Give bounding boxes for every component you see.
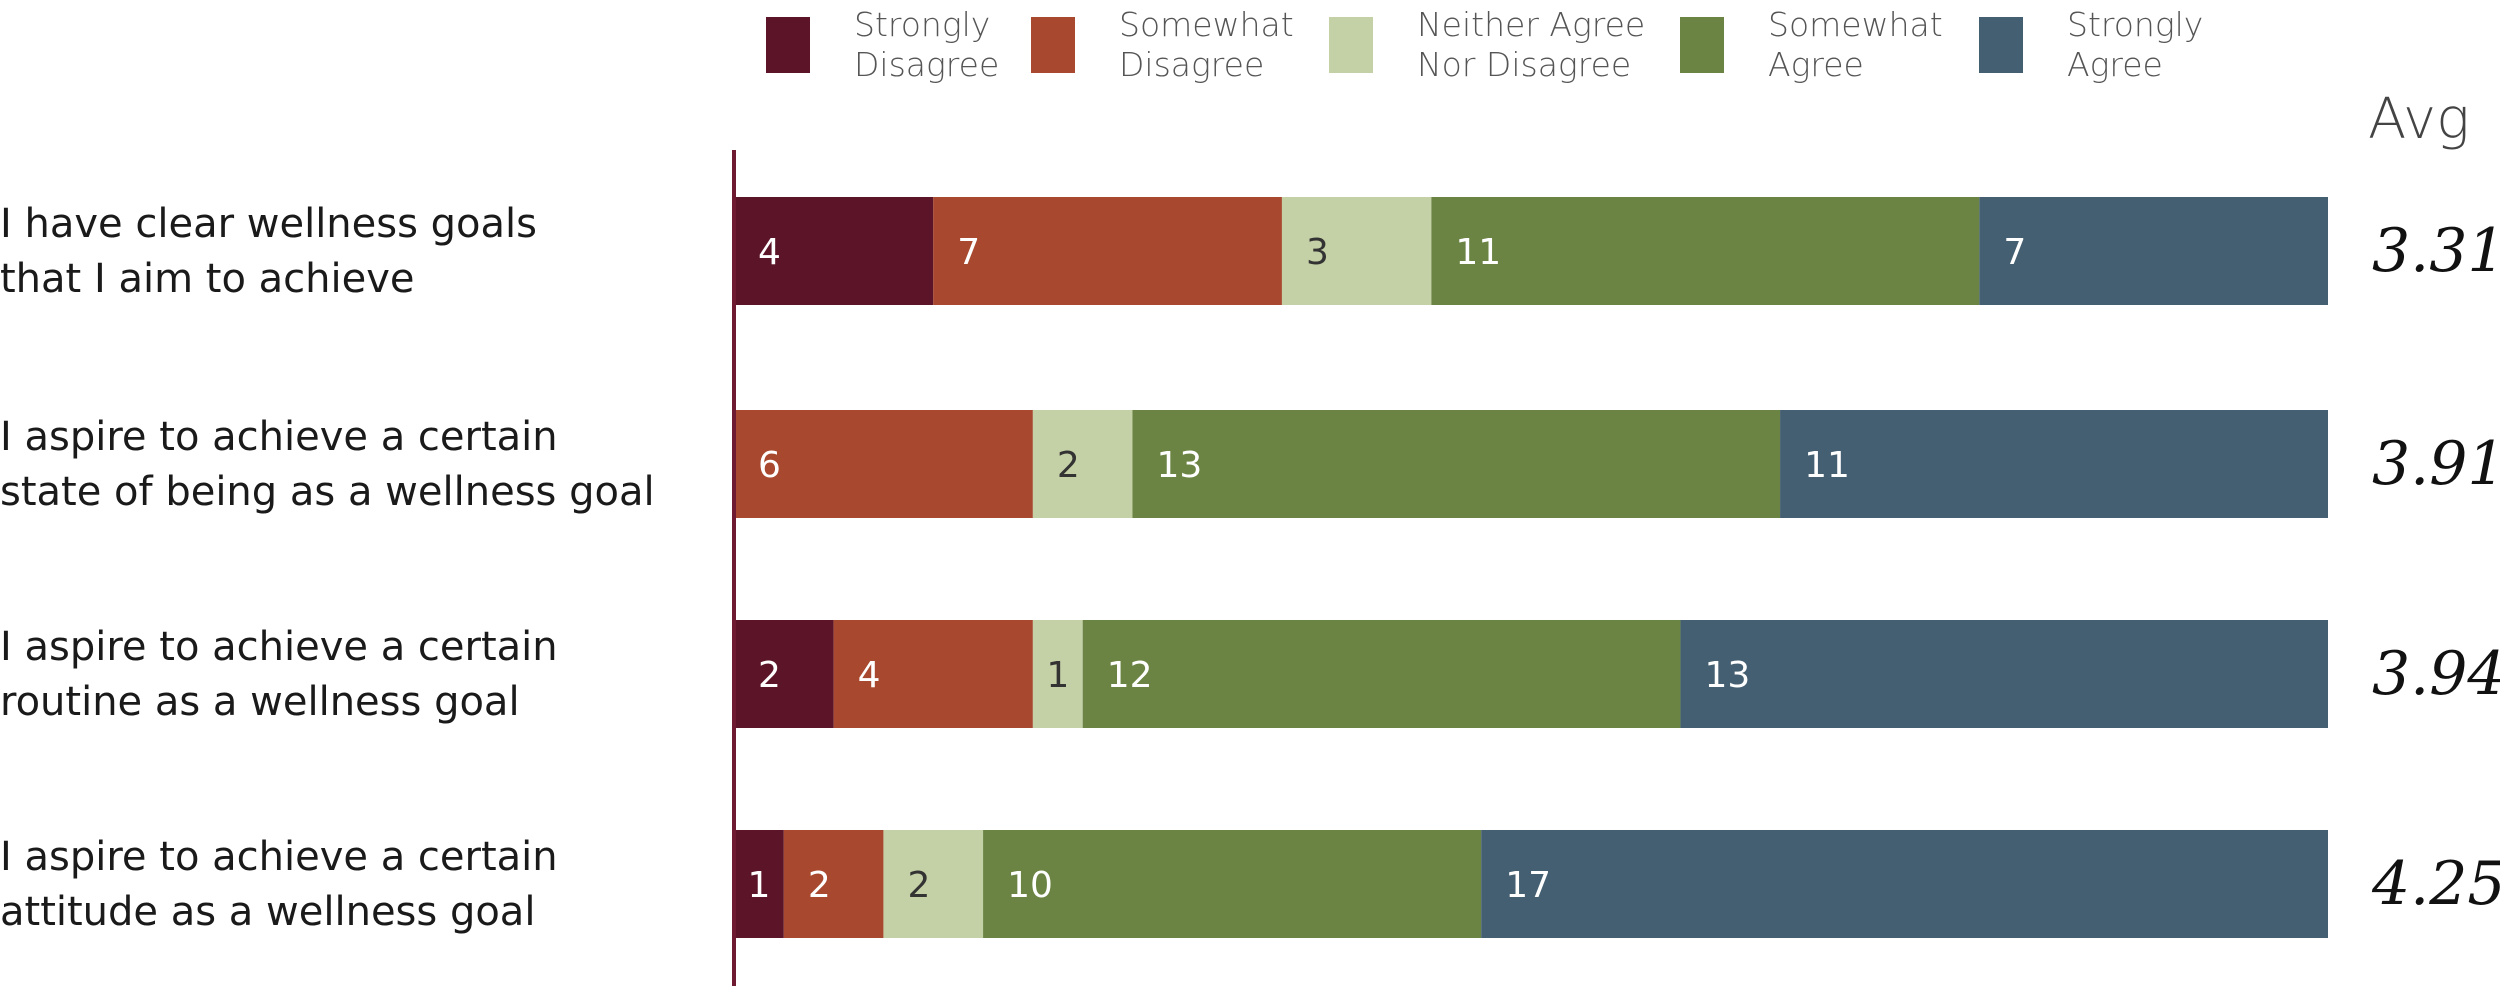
data-label: 10 [1007,865,1053,906]
bar-segment [1481,830,2328,938]
data-label: 13 [1704,655,1750,696]
bar-row: I have clear wellness goals that I aim to… [0,197,2500,305]
data-label: 1 [1046,655,1069,696]
bar-segment [734,620,834,728]
legend-item: Somewhat Disagree [1031,5,1294,84]
legend-item: Strongly Disagree [766,5,999,84]
avg-value: 3.94 [2372,639,2500,709]
bar-segment [883,830,984,938]
bar-segment [1082,620,1681,728]
data-label: 7 [957,232,980,273]
bar-row: I aspire to achieve a certain routine as … [0,620,2500,728]
data-label: 4 [758,232,781,273]
legend-item: Strongly Agree [1979,5,2203,84]
bar-segment [1281,197,1432,305]
avg-value: 3.91 [2372,429,2500,499]
avg-column-header: Avg [2368,87,2470,152]
legend-swatch [1680,17,1724,73]
avg-value: 3.31 [2372,216,2500,286]
legend-item: Somewhat Agree [1680,5,1943,84]
bar-segment [1431,197,1980,305]
data-label: 6 [758,445,781,486]
data-label: 11 [1804,445,1850,486]
bar-segment [933,197,1282,305]
category-label: I have clear wellness goals that I aim to… [0,201,537,302]
data-label: 4 [858,655,881,696]
legend-label: Strongly Agree [2067,5,2203,84]
legend-swatch [1979,17,2023,73]
category-label: I aspire to achieve a certain attitude as… [0,834,558,935]
bar-segment [1132,410,1781,518]
data-label: 2 [758,655,781,696]
data-label: 11 [1455,232,1501,273]
bar-rows: I have clear wellness goals that I aim to… [0,197,2500,938]
bar-row: I aspire to achieve a certain attitude as… [0,830,2500,938]
bar-segment [833,620,1033,728]
bar-segment [1032,620,1083,728]
bar-row: I aspire to achieve a certain state of be… [0,410,2500,518]
data-label: 1 [747,865,770,906]
bar-segment [1979,197,2328,305]
category-label: I aspire to achieve a certain routine as … [0,624,558,725]
bar-segment [983,830,1482,938]
legend-swatch [1329,17,1373,73]
bar-segment [734,197,934,305]
bar-segment [783,830,884,938]
bar-segment [1780,410,2328,518]
legend-label: Somewhat Disagree [1119,5,1294,84]
legend-label: Somewhat Agree [1768,5,1943,84]
bar-segment [1032,410,1133,518]
legend-item: Neither Agree Nor Disagree [1329,5,1645,84]
bar-segment [734,410,1033,518]
data-label: 2 [1057,445,1080,486]
bar-segment [1680,620,2328,728]
avg-value: 4.25 [2371,849,2500,919]
legend-label: Neither Agree Nor Disagree [1417,5,1645,84]
data-label: 2 [808,865,831,906]
data-label: 17 [1505,865,1551,906]
legend-label: Strongly Disagree [854,5,999,84]
category-label: I aspire to achieve a certain state of be… [0,414,655,515]
chart-legend: Strongly Disagree Somewhat Disagree Neither … [766,5,2203,84]
data-label: 2 [907,865,930,906]
data-label: 7 [2003,232,2026,273]
legend-swatch [766,17,810,73]
data-label: 12 [1107,655,1153,696]
legend-swatch [1031,17,1075,73]
data-label: 3 [1306,232,1329,273]
bar-segment [734,830,784,938]
data-label: 13 [1157,445,1203,486]
